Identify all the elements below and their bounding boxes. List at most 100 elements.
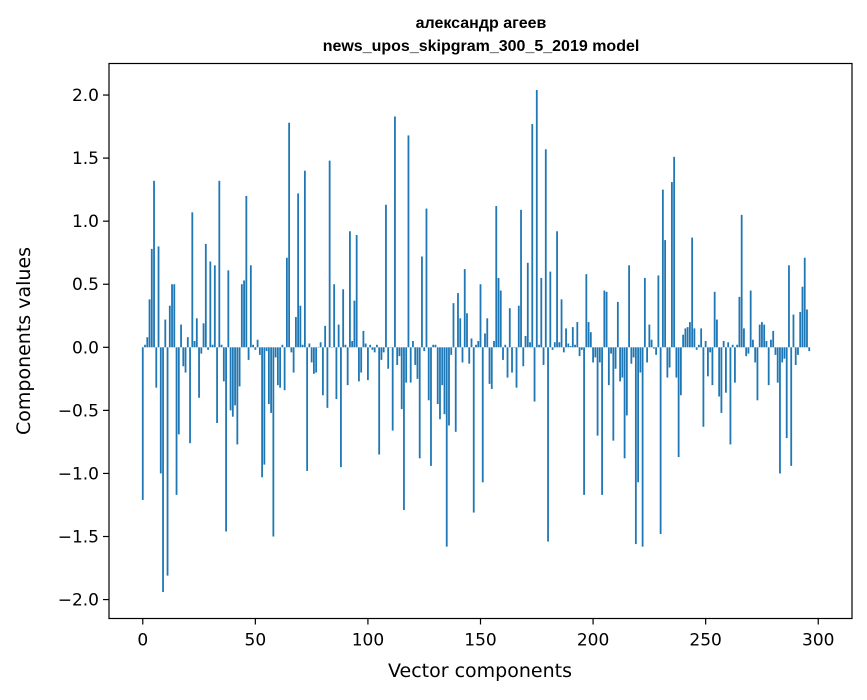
bar-76 bbox=[313, 347, 315, 373]
bar-14 bbox=[173, 284, 175, 347]
bar-153 bbox=[486, 318, 488, 347]
bar-133 bbox=[441, 347, 443, 385]
bar-229 bbox=[657, 275, 659, 347]
y-tick-label-0: −2.0 bbox=[58, 591, 99, 611]
bar-74 bbox=[308, 344, 310, 348]
bar-91 bbox=[347, 347, 349, 385]
bar-40 bbox=[232, 347, 234, 416]
y-tick-label-8: 2.0 bbox=[72, 86, 99, 106]
bar-54 bbox=[263, 347, 265, 464]
bar-242 bbox=[687, 327, 689, 347]
bar-223 bbox=[644, 278, 646, 347]
bar-87 bbox=[338, 325, 340, 348]
bar-12 bbox=[169, 306, 171, 348]
bar-122 bbox=[417, 347, 419, 379]
bar-35 bbox=[221, 345, 223, 348]
bar-178 bbox=[543, 347, 545, 365]
bar-292 bbox=[799, 312, 801, 347]
bar-175 bbox=[536, 90, 538, 347]
bar-235 bbox=[671, 182, 673, 347]
bar-166 bbox=[516, 347, 518, 387]
bar-252 bbox=[709, 347, 711, 352]
bar-201 bbox=[594, 347, 596, 357]
bar-170 bbox=[525, 336, 527, 347]
bar-152 bbox=[484, 333, 486, 347]
bar-156 bbox=[493, 341, 495, 347]
bar-168 bbox=[520, 210, 522, 347]
bar-159 bbox=[500, 291, 502, 348]
bar-13 bbox=[171, 284, 173, 347]
bar-23 bbox=[194, 341, 196, 347]
bar-202 bbox=[597, 347, 599, 435]
bar-227 bbox=[653, 347, 655, 348]
bar-58 bbox=[272, 347, 274, 536]
bar-105 bbox=[378, 347, 380, 454]
bar-62 bbox=[281, 345, 283, 348]
bar-16 bbox=[178, 347, 180, 434]
bar-148 bbox=[475, 345, 477, 348]
bar-60 bbox=[277, 347, 279, 385]
bar-221 bbox=[639, 347, 641, 372]
bar-118 bbox=[408, 135, 410, 347]
bar-232 bbox=[664, 240, 666, 347]
bar-6 bbox=[155, 347, 157, 387]
bar-200 bbox=[592, 347, 594, 362]
bar-265 bbox=[739, 297, 741, 347]
bar-234 bbox=[669, 347, 671, 367]
bar-208 bbox=[610, 347, 612, 353]
bar-147 bbox=[473, 347, 475, 512]
x-axis-label: Vector components bbox=[388, 660, 572, 682]
bar-108 bbox=[385, 205, 387, 348]
bar-233 bbox=[666, 347, 668, 377]
bar-196 bbox=[583, 347, 585, 495]
bar-239 bbox=[680, 347, 682, 395]
y-axis-label: Components values bbox=[13, 247, 35, 435]
bar-113 bbox=[396, 347, 398, 365]
bar-65 bbox=[288, 123, 290, 348]
bar-141 bbox=[459, 318, 461, 347]
bar-70 bbox=[299, 306, 301, 348]
bar-48 bbox=[250, 265, 252, 347]
bar-38 bbox=[227, 270, 229, 347]
bar-49 bbox=[252, 345, 254, 348]
bar-194 bbox=[579, 347, 581, 356]
bar-142 bbox=[462, 347, 464, 362]
bar-150 bbox=[480, 284, 482, 347]
bar-192 bbox=[574, 345, 576, 348]
x-tick-label-3: 150 bbox=[464, 631, 496, 651]
bar-258 bbox=[723, 341, 725, 347]
bar-17 bbox=[180, 325, 182, 348]
bar-3 bbox=[149, 299, 151, 347]
bar-85 bbox=[333, 284, 335, 347]
bar-272 bbox=[754, 347, 756, 362]
bar-111 bbox=[392, 347, 394, 430]
bar-80 bbox=[322, 347, 324, 395]
bar-185 bbox=[558, 342, 560, 347]
bar-114 bbox=[399, 347, 401, 356]
bar-95 bbox=[356, 235, 358, 347]
bar-262 bbox=[732, 345, 734, 348]
y-tick-label-1: −1.5 bbox=[58, 528, 99, 548]
bar-224 bbox=[646, 347, 648, 362]
bar-177 bbox=[540, 278, 542, 347]
bar-161 bbox=[504, 345, 506, 348]
bar-109 bbox=[387, 347, 389, 368]
bar-51 bbox=[257, 340, 259, 348]
bar-160 bbox=[502, 347, 504, 360]
bar-28 bbox=[205, 244, 207, 347]
bar-269 bbox=[748, 347, 750, 353]
bar-256 bbox=[718, 347, 720, 396]
bar-167 bbox=[518, 306, 520, 348]
bar-198 bbox=[588, 322, 590, 347]
bar-217 bbox=[630, 347, 632, 363]
bar-33 bbox=[216, 347, 218, 423]
bar-137 bbox=[450, 347, 452, 355]
bar-72 bbox=[304, 171, 306, 348]
bar-102 bbox=[372, 347, 374, 350]
bar-286 bbox=[786, 347, 788, 438]
bar-203 bbox=[599, 347, 601, 362]
bar-169 bbox=[522, 347, 524, 366]
bar-294 bbox=[804, 258, 806, 348]
bar-250 bbox=[705, 341, 707, 347]
